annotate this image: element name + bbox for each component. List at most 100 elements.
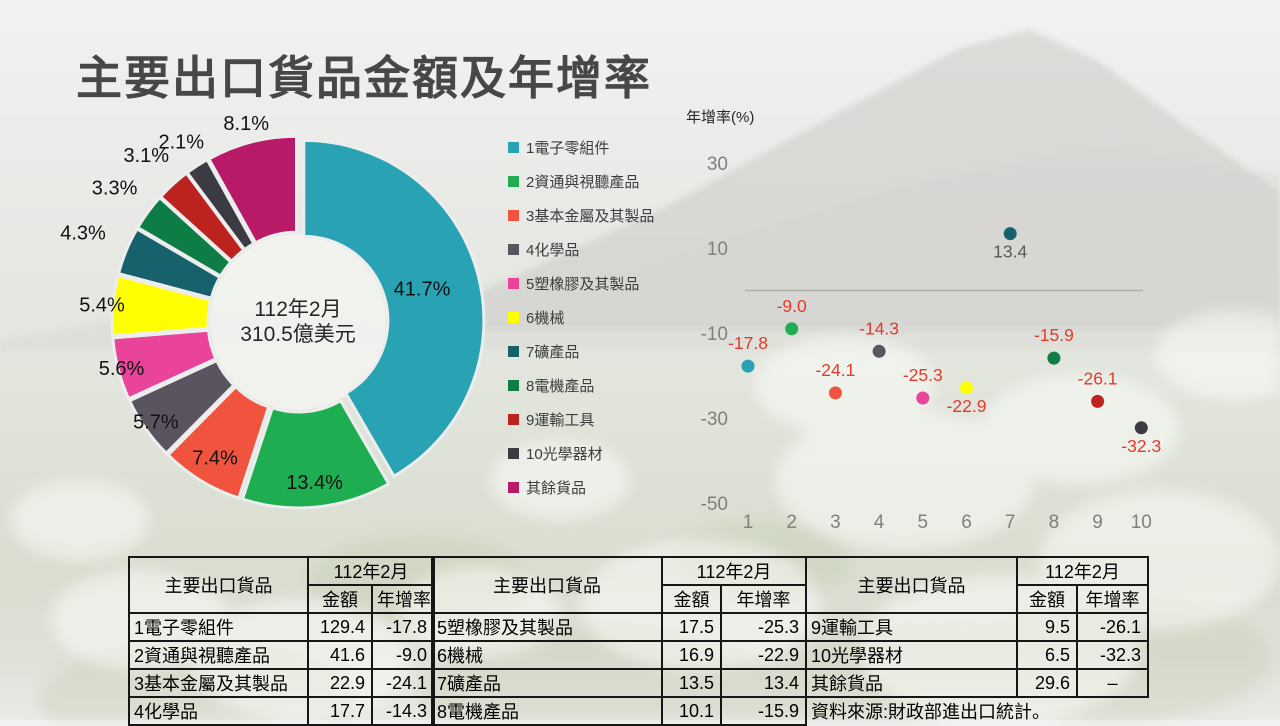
legend-swatch-icon — [508, 209, 519, 221]
y-axis-tick: -30 — [701, 409, 728, 430]
source-note: 資料來源:財政部進出口統計。 — [805, 696, 1148, 724]
x-axis-tick: 5 — [918, 512, 929, 533]
table-cell: 129.4 — [307, 612, 373, 642]
donut-slice-label: 5.4% — [79, 294, 125, 316]
legend-label: 9運輸工具 — [526, 411, 595, 429]
x-axis-tick: 2 — [786, 512, 797, 533]
x-axis-tick: 1 — [743, 512, 754, 533]
legend-label: 7礦產品 — [526, 343, 580, 361]
table-cell: -32.3 — [1076, 640, 1149, 670]
table-cell: 10光學器材 — [805, 640, 1018, 670]
table-header-period: 112年2月 — [661, 556, 807, 586]
donut-slice-label: 5.6% — [99, 358, 145, 380]
donut-center-label-line2: 310.5億美元 — [240, 323, 356, 346]
legend-item: 10光學器材 — [508, 436, 673, 470]
legend-swatch-icon — [508, 141, 519, 153]
legend-label: 4化學品 — [526, 241, 580, 259]
donut-slice-label: 8.1% — [223, 113, 269, 135]
scatter-point-label: -22.9 — [947, 396, 987, 416]
scatter-point — [916, 391, 930, 405]
y-axis-tick: 30 — [707, 154, 728, 175]
legend-item: 2資通與視聽產品 — [508, 164, 673, 198]
legend-swatch-icon — [508, 481, 519, 493]
scatter-point-label: -15.9 — [1034, 325, 1074, 345]
table-row: 8電機產品 10.1 -15.9 — [431, 696, 807, 726]
table-cell: 13.4 — [720, 668, 807, 698]
legend-swatch-icon — [508, 447, 519, 459]
donut-slice — [110, 273, 213, 338]
x-axis-tick: 9 — [1092, 512, 1103, 533]
table-cell: 8電機產品 — [431, 696, 663, 726]
legend-swatch-icon — [508, 243, 519, 255]
legend-swatch-icon — [508, 311, 519, 323]
legend-swatch-icon — [508, 379, 519, 391]
donut-slice — [165, 384, 271, 500]
legend-item: 4化學品 — [508, 232, 673, 266]
table-cell: 16.9 — [661, 640, 722, 670]
scatter-point — [1091, 394, 1105, 408]
table-cell: 17.5 — [661, 612, 722, 642]
legend-swatch-icon — [508, 277, 519, 289]
donut-slice — [302, 138, 486, 479]
donut-slice-label: 3.3% — [92, 178, 138, 200]
table-header-period: 112年2月 — [1016, 556, 1149, 586]
legend-label: 2資通與視聽產品 — [526, 173, 640, 191]
export-table-2: 主要出口貨品 112年2月 金額 年增率 5塑橡膠及其製品 17.5 -25.3 6機械 16.… — [431, 556, 807, 726]
legend-item: 9運輸工具 — [508, 402, 673, 436]
table-cell: -9.0 — [371, 640, 435, 670]
scatter-point — [1003, 227, 1017, 241]
scatter-y-axis-title: 年增率(%) — [686, 109, 755, 126]
y-axis-tick: 10 — [707, 239, 728, 260]
table-cell: 13.5 — [661, 668, 722, 698]
donut-center-hole — [210, 234, 386, 410]
legend-swatch-icon — [508, 175, 519, 187]
scatter-point-label: -26.1 — [1078, 368, 1118, 388]
table-cell: – — [1076, 668, 1149, 698]
table-cell: 7礦產品 — [431, 668, 663, 698]
donut-slice-label: 13.4% — [286, 472, 343, 494]
table-cell: 4化學品 — [128, 696, 309, 726]
scatter-point — [785, 322, 799, 336]
donut-slice — [240, 398, 391, 510]
table-row: 2資通與視聽產品 41.6 -9.0 — [128, 640, 435, 670]
scatter-point-label: -24.1 — [815, 360, 855, 380]
legend-swatch-icon — [508, 345, 519, 357]
table-cell: -15.9 — [720, 696, 807, 726]
table-cell: 其餘貨品 — [805, 668, 1018, 698]
table-row: 7礦產品 13.5 13.4 — [431, 668, 807, 698]
table-cell: 10.1 — [661, 696, 722, 726]
legend-label: 6機械 — [526, 309, 565, 327]
legend-item: 6機械 — [508, 300, 673, 334]
donut-slice-label: 2.1% — [159, 132, 205, 154]
y-axis-tick: -10 — [701, 324, 728, 345]
scatter-point-label: -32.3 — [1121, 436, 1161, 456]
table-cell: 9.5 — [1016, 612, 1078, 642]
table-header-amount: 金額 — [1016, 584, 1078, 614]
table-header-yoy: 年增率 — [1076, 584, 1149, 614]
donut-slice — [111, 328, 218, 401]
legend-label: 1電子零組件 — [526, 139, 610, 157]
table-header-row: 主要出口貨品 112年2月 — [431, 556, 807, 614]
legend-item: 3基本金屬及其製品 — [508, 198, 673, 232]
table-cell: -26.1 — [1076, 612, 1149, 642]
table-cell: 22.9 — [307, 668, 373, 698]
table-header-period: 112年2月 — [307, 556, 435, 586]
scatter-point — [872, 344, 886, 358]
x-axis-tick: 3 — [830, 512, 841, 533]
scatter-point-label: -25.3 — [903, 365, 943, 385]
legend-item: 1電子零組件 — [508, 130, 673, 164]
x-axis-tick: 7 — [1005, 512, 1016, 533]
export-table-3: 主要出口貨品 112年2月 金額 年增率 9運輸工具 9.5 -26.1 10光學器材 6.5-… — [805, 556, 1149, 724]
legend-swatch-icon — [508, 413, 519, 425]
scatter-point — [741, 359, 755, 373]
table-cell: -22.9 — [720, 640, 807, 670]
donut-slice — [206, 134, 298, 245]
donut-slice-label: 5.7% — [133, 411, 179, 433]
legend-label: 8電機產品 — [526, 377, 595, 395]
table-row: 4化學品 17.7 -14.3 — [128, 696, 435, 726]
legend-item: 7礦產品 — [508, 334, 673, 368]
donut-center-label-line1: 112年2月 — [254, 298, 341, 321]
legend-item: 其餘貨品 — [508, 470, 673, 504]
table-cell: 5塑橡膠及其製品 — [431, 612, 663, 642]
x-axis-tick: 8 — [1049, 512, 1060, 533]
